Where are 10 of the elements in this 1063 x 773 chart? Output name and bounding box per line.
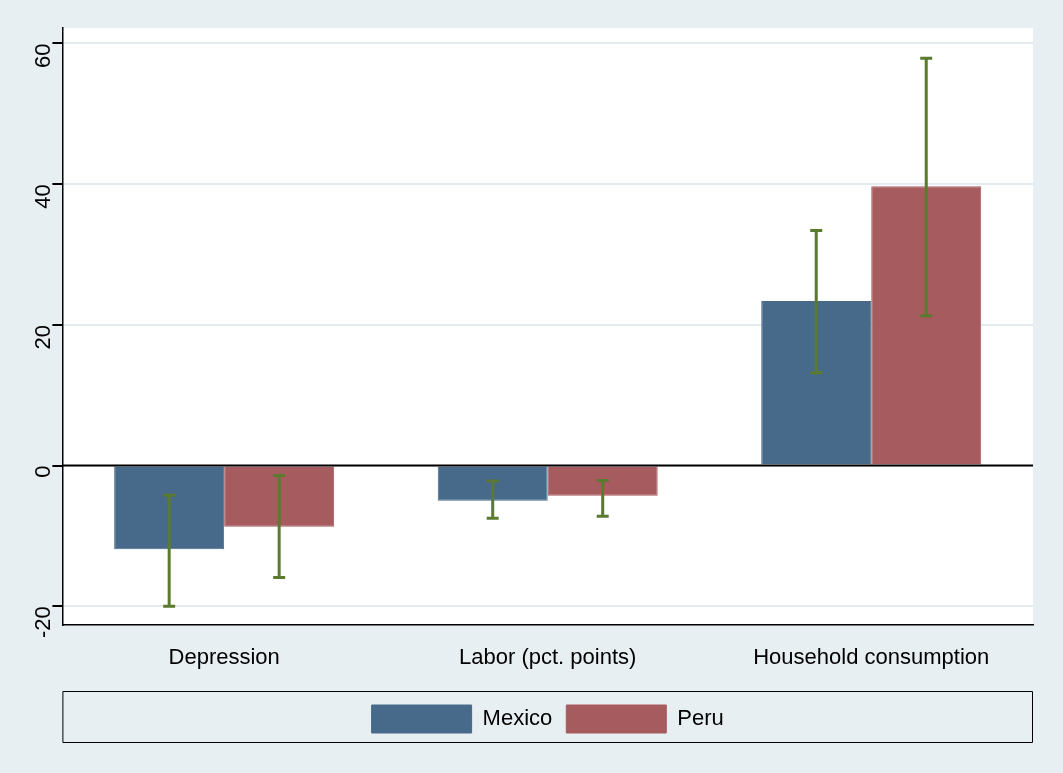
y-tick-label: 40 (30, 184, 56, 209)
y-tick-label: 60 (30, 43, 56, 68)
legend-label: Mexico (482, 705, 553, 731)
x-tick-label: Household consumption (753, 643, 990, 669)
y-tick-label: -20 (30, 606, 56, 639)
x-tick-label: Depression (168, 643, 280, 669)
legend-label: Peru (677, 705, 724, 731)
y-tick-label: 0 (30, 465, 56, 478)
x-tick-label: Labor (pct. points) (459, 643, 637, 669)
y-tick-label: 20 (30, 324, 56, 350)
